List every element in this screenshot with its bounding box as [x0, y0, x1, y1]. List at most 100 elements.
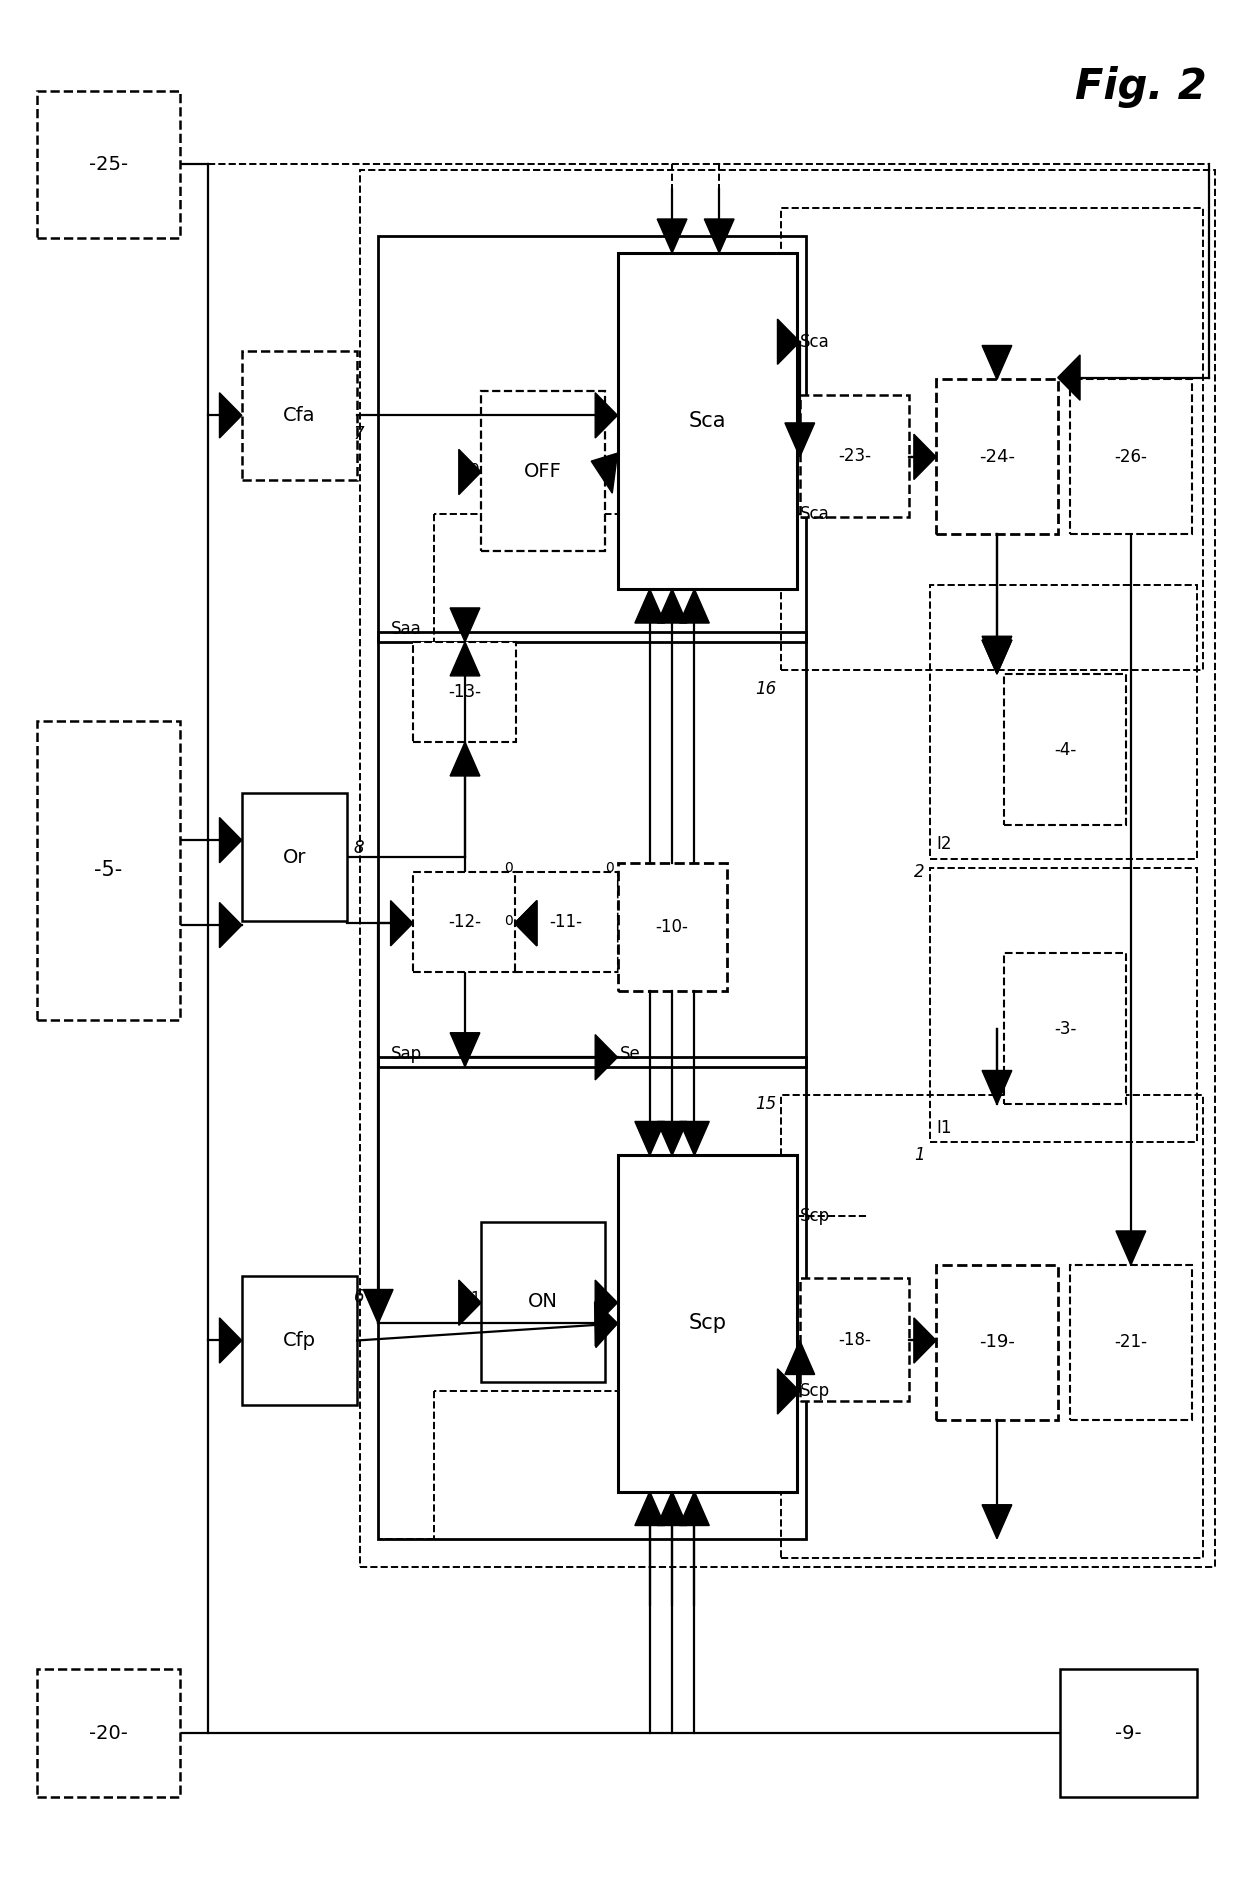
Text: 8: 8 [353, 838, 365, 857]
Bar [515, 872, 618, 972]
Polygon shape [657, 1121, 687, 1155]
Bar [930, 868, 1197, 1142]
Text: Sap: Sap [391, 1044, 422, 1063]
Text: Sca: Sca [688, 412, 727, 430]
Text: Scp: Scp [688, 1314, 727, 1333]
Bar [37, 721, 180, 1020]
Polygon shape [657, 219, 687, 253]
Bar [936, 1265, 1058, 1420]
Polygon shape [777, 319, 800, 364]
Text: 2: 2 [914, 863, 925, 882]
Polygon shape [595, 1035, 618, 1080]
Polygon shape [450, 742, 480, 776]
Bar [618, 863, 727, 991]
Polygon shape [680, 589, 709, 623]
Bar [481, 391, 605, 551]
Polygon shape [785, 423, 815, 457]
Polygon shape [680, 1492, 709, 1526]
Text: ON: ON [528, 1291, 558, 1312]
Polygon shape [914, 1318, 936, 1363]
Polygon shape [459, 449, 481, 495]
Bar [242, 351, 357, 480]
Bar [930, 585, 1197, 859]
Text: -18-: -18- [838, 1331, 870, 1348]
Bar [378, 632, 806, 1067]
Polygon shape [219, 902, 242, 948]
Bar [1070, 1265, 1192, 1420]
Bar [1004, 953, 1126, 1104]
Text: -19-: -19- [980, 1333, 1014, 1352]
Bar [413, 872, 516, 972]
Text: Se: Se [620, 1044, 641, 1063]
Text: Sca: Sca [800, 504, 830, 523]
Polygon shape [515, 901, 537, 946]
Text: Sca: Sca [800, 332, 830, 351]
Text: -9-: -9- [1115, 1724, 1142, 1743]
Bar [242, 1276, 357, 1405]
Polygon shape [591, 453, 618, 493]
Polygon shape [595, 393, 618, 438]
Text: 0: 0 [505, 861, 513, 876]
Text: I2: I2 [936, 834, 952, 853]
Text: OFF: OFF [525, 461, 562, 481]
Polygon shape [363, 1290, 393, 1323]
Text: I1: I1 [936, 1118, 952, 1137]
Bar [242, 793, 347, 921]
Polygon shape [680, 1121, 709, 1155]
Text: -5-: -5- [94, 861, 123, 880]
Text: -23-: -23- [838, 447, 870, 464]
Polygon shape [219, 1318, 242, 1363]
Text: -13-: -13- [448, 683, 481, 700]
Polygon shape [1116, 1231, 1146, 1265]
Polygon shape [450, 1033, 480, 1067]
Polygon shape [515, 901, 537, 946]
Polygon shape [450, 608, 480, 642]
Text: -12-: -12- [448, 914, 481, 931]
Text: 7: 7 [353, 425, 365, 444]
Bar [781, 1095, 1203, 1558]
Polygon shape [1058, 355, 1080, 400]
Polygon shape [595, 1303, 618, 1348]
Text: -26-: -26- [1115, 447, 1147, 466]
Bar [1004, 674, 1126, 825]
Bar [1070, 379, 1192, 534]
Bar [378, 1057, 806, 1539]
Bar [781, 208, 1203, 670]
Text: -3-: -3- [1054, 1020, 1076, 1038]
Text: Scp: Scp [800, 1206, 830, 1225]
Polygon shape [982, 1505, 1012, 1539]
Text: 1: 1 [914, 1146, 925, 1165]
Polygon shape [459, 1280, 481, 1325]
Polygon shape [982, 640, 1012, 674]
Polygon shape [635, 589, 665, 623]
Polygon shape [982, 1070, 1012, 1104]
Text: -21-: -21- [1115, 1333, 1147, 1352]
Bar [1060, 1669, 1197, 1797]
Text: Cfa: Cfa [283, 406, 316, 425]
Text: 1: 1 [470, 1291, 480, 1306]
Polygon shape [635, 1121, 665, 1155]
Polygon shape [635, 1492, 665, 1526]
Text: -24-: -24- [978, 447, 1016, 466]
Bar [800, 395, 909, 517]
Bar [413, 642, 516, 742]
Bar [378, 236, 806, 642]
Text: -10-: -10- [656, 918, 688, 936]
Bar [618, 253, 797, 589]
Text: Saa: Saa [391, 619, 422, 638]
Polygon shape [595, 1301, 618, 1346]
Text: -25-: -25- [89, 155, 128, 174]
Text: Cfp: Cfp [283, 1331, 316, 1350]
Text: Or: Or [283, 848, 306, 867]
Text: 0: 0 [605, 861, 614, 876]
Text: 16: 16 [755, 680, 776, 699]
Text: 0: 0 [470, 463, 480, 478]
Bar [800, 1278, 909, 1401]
Polygon shape [982, 636, 1012, 670]
Text: Scp: Scp [800, 1382, 830, 1401]
Polygon shape [219, 818, 242, 863]
Polygon shape [982, 640, 1012, 674]
Bar [618, 1155, 797, 1492]
Polygon shape [219, 393, 242, 438]
Text: -20-: -20- [89, 1724, 128, 1743]
